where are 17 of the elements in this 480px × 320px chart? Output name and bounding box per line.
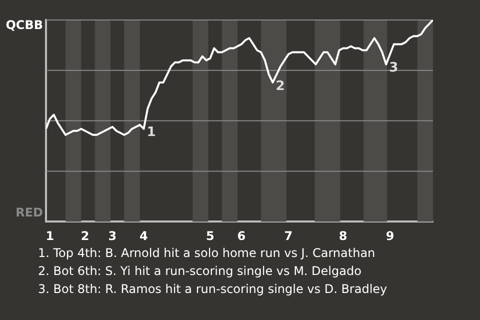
text: 3. Bot 8th: R. Ramos hit a run-scoring single vs D. Bradley	[38, 281, 388, 298]
annotation: 2	[276, 78, 285, 94]
x-tick-label: 6	[237, 228, 246, 243]
x-tick-label: 4	[140, 228, 148, 243]
x-tick-label: 8	[338, 228, 348, 243]
x-tick-label: 1	[46, 228, 54, 243]
x-tick-label: 5	[206, 228, 214, 243]
x-tick-label: 9	[386, 228, 394, 243]
x-tick-label: 3	[108, 228, 117, 243]
annotation: 1	[146, 125, 156, 140]
x-tick-label: 2	[80, 228, 90, 243]
x-tick-label: 7	[284, 228, 293, 243]
text: RED	[16, 206, 44, 220]
text: QCBB	[6, 18, 43, 32]
annotation: 3	[389, 60, 398, 76]
text: 1. Top 4th: B. Arnold hit a solo home run vs J. Carnathan	[38, 245, 376, 262]
text: 2. Bot 6th: S. Yi hit a run-scoring single vs M. Delgado	[38, 263, 362, 280]
